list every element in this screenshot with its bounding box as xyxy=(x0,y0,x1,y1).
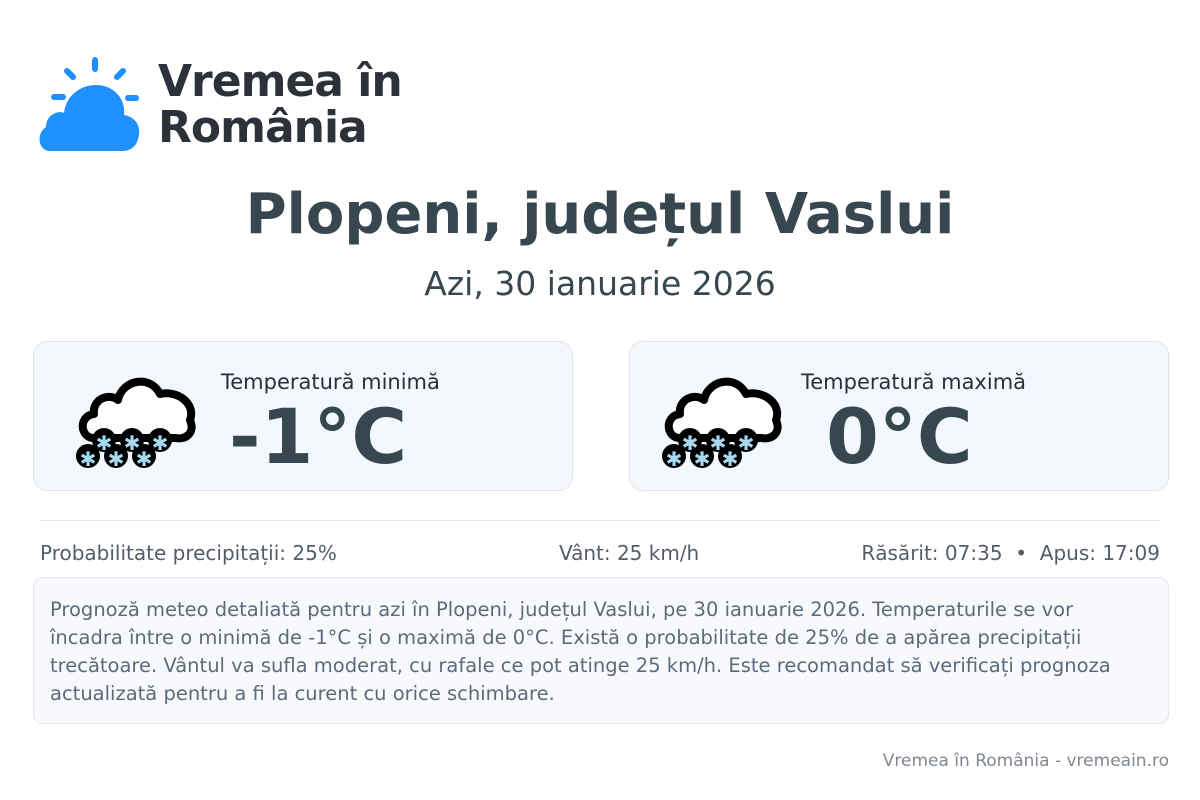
min-temp-card: Temperatură minimă -1°C xyxy=(33,341,573,491)
sun-cloud-icon xyxy=(39,57,140,151)
min-temp-value: -1°C xyxy=(229,392,408,481)
snow-cloud-icon xyxy=(72,360,202,475)
logo-text-line1: Vremea în xyxy=(158,56,403,107)
forecast-description: Prognoză meteo detaliată pentru azi în P… xyxy=(33,577,1169,724)
max-temp-card: Temperatură maximă 0°C xyxy=(629,341,1169,491)
logo[interactable]: Vremea în România xyxy=(36,55,403,155)
wind-stat: Vânt: 25 km/h xyxy=(558,541,700,565)
max-temp-label: Temperatură maximă xyxy=(801,370,1027,394)
sun-times-stat: Răsărit: 07:35 • Apus: 17:09 xyxy=(861,541,1160,565)
page-title: Plopeni, județul Vaslui xyxy=(245,182,955,247)
page-subtitle: Azi, 30 ianuarie 2026 xyxy=(424,264,776,303)
footer-credit[interactable]: Vremea în România - vremeain.ro xyxy=(882,751,1169,771)
min-temp-label: Temperatură minimă xyxy=(221,370,440,394)
divider xyxy=(40,520,1160,521)
max-temp-value: 0°C xyxy=(826,392,973,481)
snow-cloud-icon xyxy=(658,360,788,475)
logo-text-line2: România xyxy=(158,102,368,153)
stats-row: Probabilitate precipitații: 25% Vânt: 25… xyxy=(40,541,1160,565)
precipitation-stat: Probabilitate precipitații: 25% xyxy=(40,541,337,565)
